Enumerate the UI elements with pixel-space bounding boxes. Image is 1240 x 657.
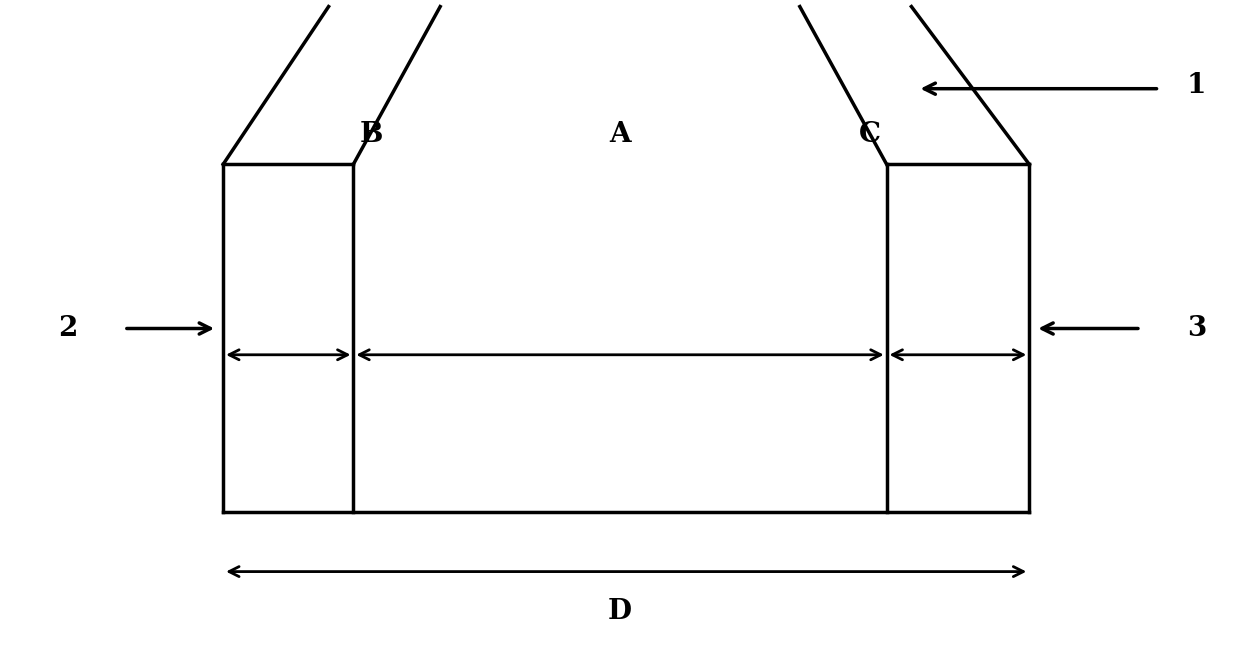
Text: B: B bbox=[360, 121, 383, 148]
Text: A: A bbox=[609, 121, 631, 148]
Text: D: D bbox=[608, 597, 632, 625]
Text: 2: 2 bbox=[58, 315, 78, 342]
Text: 3: 3 bbox=[1187, 315, 1207, 342]
Text: C: C bbox=[858, 121, 880, 148]
Text: 1: 1 bbox=[1187, 72, 1207, 99]
